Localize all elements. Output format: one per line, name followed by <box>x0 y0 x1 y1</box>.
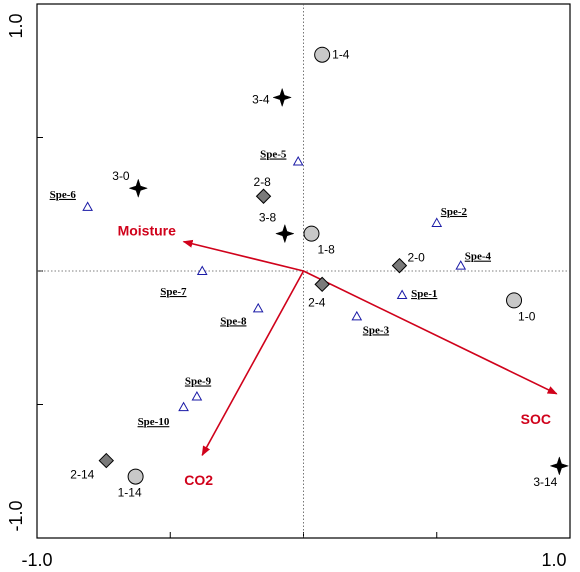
y-tick-label-max: 1.0 <box>6 13 26 38</box>
species-marker-spe-3 <box>351 310 363 321</box>
y-tick-label-min: -1.0 <box>6 500 26 531</box>
site-label-3-0: 3-0 <box>112 169 130 183</box>
vector-label-co2: CO2 <box>184 472 213 488</box>
vector-soc <box>303 270 558 395</box>
species-label-spe-2: Spe-2 <box>441 206 468 218</box>
species-label-spe-10: Spe-10 <box>138 416 170 428</box>
site-label-1-0: 1-0 <box>518 309 536 323</box>
vector-label-moisture: Moisture <box>118 223 177 239</box>
species-label-spe-5: Spe-5 <box>260 149 287 161</box>
species-label-spe-9: Spe-9 <box>185 375 212 387</box>
x-tick-label-min: -1.0 <box>21 550 52 570</box>
species-marker-spe-9 <box>191 390 203 401</box>
species-marker-spe-7 <box>196 265 208 275</box>
site-marker-star-3-4 <box>272 87 292 108</box>
site-label-1-8: 1-8 <box>317 243 335 257</box>
site-label-1-4: 1-4 <box>332 48 350 62</box>
environment-vectors: Moisture SOC CO2 <box>118 223 558 488</box>
species-label-spe-6: Spe-6 <box>50 189 77 201</box>
species-label-spe-4: Spe-4 <box>465 251 492 263</box>
species-marker-spe-8 <box>252 302 264 313</box>
site-label-2-0: 2-0 <box>407 251 425 265</box>
site-label-1-14: 1-14 <box>118 486 142 500</box>
site-marker-circle-1-4 <box>314 46 331 63</box>
site-marker-star-3-14 <box>549 456 570 476</box>
species-label-spe-1: Spe-1 <box>411 288 437 300</box>
site-points: 1-4 3-4 3-0 2-8 3-8 1-8 2-0 1-0 2-4 2-14 1-14 3-14 <box>70 46 570 500</box>
site-label-3-4: 3-4 <box>252 92 270 106</box>
site-label-2-14: 2-14 <box>70 468 94 482</box>
species-marker-spe-2 <box>431 217 443 227</box>
x-tick-label-max: 1.0 <box>541 550 566 570</box>
vector-label-soc: SOC <box>521 411 551 427</box>
site-marker-diamond-2-0 <box>391 257 408 274</box>
site-marker-star-3-0 <box>128 178 149 199</box>
site-label-2-8: 2-8 <box>254 175 272 189</box>
species-marker-spe-6 <box>82 201 93 211</box>
axes: -1.0 1.0 1.0 -1.0 <box>6 3 571 570</box>
site-label-2-4: 2-4 <box>308 295 326 309</box>
site-marker-diamond-2-8 <box>255 188 272 204</box>
site-marker-circle-1-14 <box>127 468 144 485</box>
species-marker-spe-10 <box>178 401 189 412</box>
species-marker-spe-1 <box>396 289 408 300</box>
site-marker-diamond-2-4 <box>314 276 330 293</box>
species-points: Spe-1 Spe-2 Spe-3 Spe-4 Spe-5 Spe-6 Spe-7 Spe-8… <box>50 149 492 429</box>
species-label-spe-8: Spe-8 <box>220 315 247 327</box>
species-label-spe-3: Spe-3 <box>363 324 390 336</box>
site-marker-circle-1-8 <box>303 225 320 242</box>
vector-co2 <box>201 270 305 457</box>
site-label-3-14: 3-14 <box>533 475 557 489</box>
species-label-spe-7: Spe-7 <box>160 286 187 298</box>
site-marker-star-3-8 <box>275 223 295 244</box>
site-label-3-8: 3-8 <box>259 211 277 225</box>
vector-moisture <box>182 239 304 272</box>
species-marker-spe-4 <box>455 260 467 270</box>
species-marker-spe-5 <box>292 156 304 166</box>
site-marker-circle-1-0 <box>506 292 523 309</box>
site-marker-diamond-2-14 <box>98 452 114 469</box>
